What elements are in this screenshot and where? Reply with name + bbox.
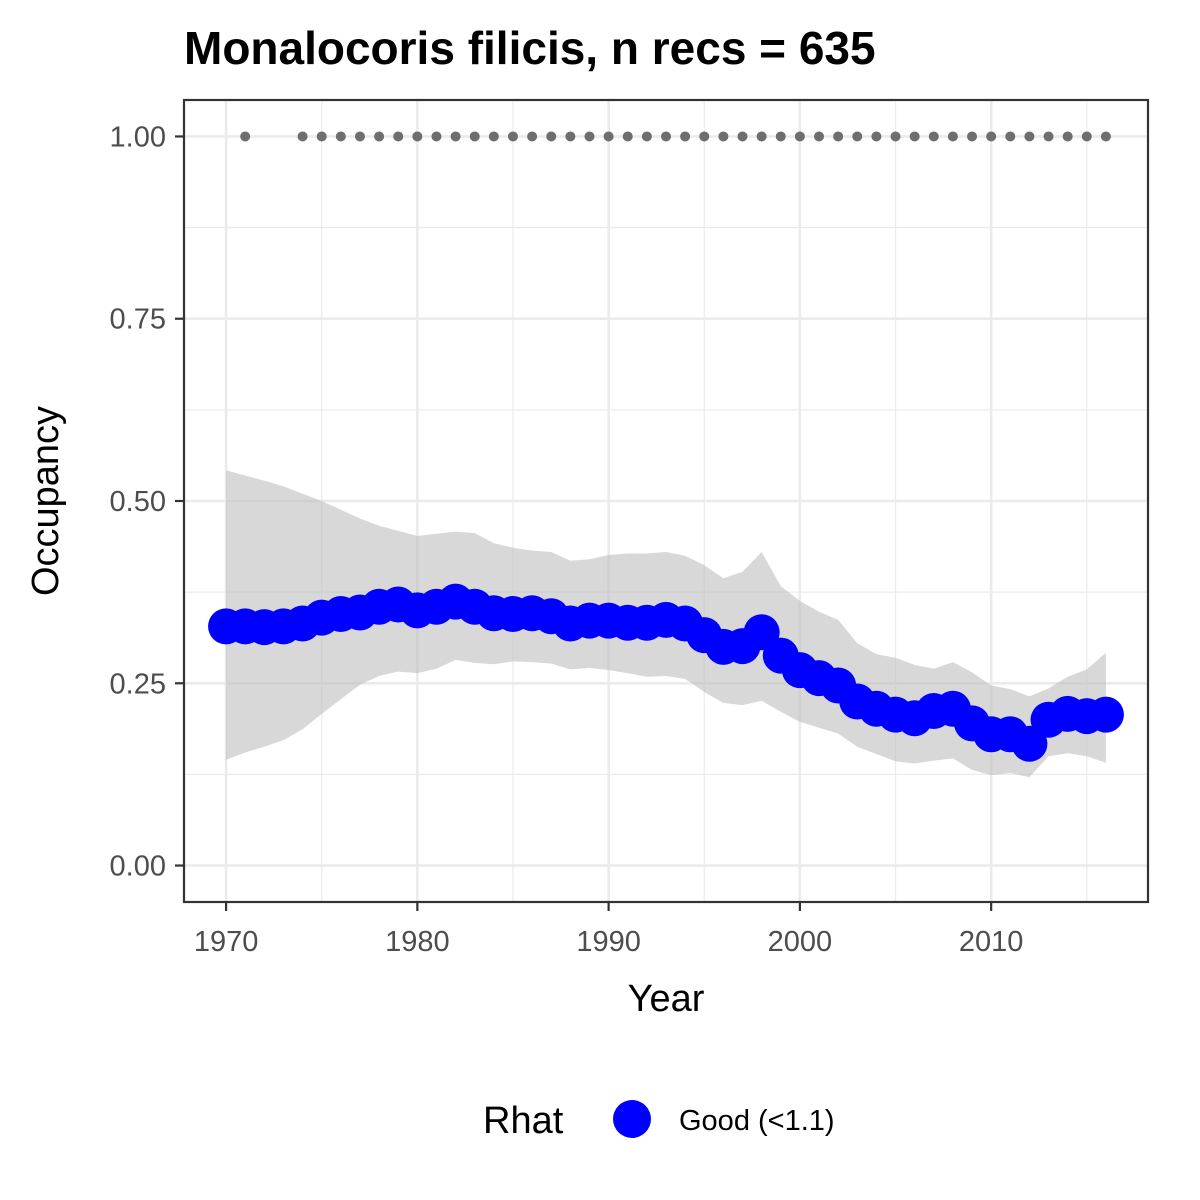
record-year-dot [909,131,920,142]
y-tick-label: 0.25 [110,668,166,700]
record-year-dot [833,131,844,142]
occupancy-point [1011,725,1048,762]
record-year-dot [775,131,786,142]
record-year-dot [335,131,346,142]
record-year-dot [546,131,557,142]
chart-title: Monalocoris filicis, n recs = 635 [184,22,876,74]
legend-title: Rhat [483,1100,564,1142]
record-year-dot [852,131,863,142]
record-year-dot [527,131,538,142]
record-year-dot [412,131,423,142]
y-axis: 0.00 0.25 0.50 0.75 1.00 [110,121,184,883]
record-year-dot [622,131,633,142]
record-year-dot [316,131,327,142]
x-tick-label: 2000 [768,926,833,958]
y-tick-label: 0.00 [110,851,166,883]
record-year-dot [565,131,576,142]
x-axis-title: Year [628,978,705,1020]
record-year-dot [393,131,404,142]
record-year-dot [718,131,729,142]
record-year-dot [1024,131,1035,142]
record-year-dot [699,131,710,142]
legend-label-good: Good (<1.1) [679,1105,835,1137]
y-tick-label: 1.00 [110,121,166,153]
occupancy-point [1087,696,1124,733]
record-year-dot [1081,131,1092,142]
record-year-dot [1100,131,1111,142]
record-year-dot [641,131,652,142]
record-year-dot [986,131,997,142]
record-year-dot [431,131,442,142]
y-tick-label: 0.75 [110,304,166,336]
x-tick-label: 1990 [576,926,641,958]
record-year-dot [680,131,691,142]
record-year-dot [814,131,825,142]
x-axis: 1970 1980 1990 2000 2010 [194,902,1024,958]
record-year-dot [756,131,767,142]
y-axis-title: Occupancy [25,406,67,596]
record-year-dot [374,131,385,142]
record-year-dot [1005,131,1016,142]
x-tick-label: 1980 [385,926,450,958]
record-year-dot [871,131,882,142]
record-year-dot [488,131,499,142]
record-year-dot [1062,131,1073,142]
y-tick-label: 0.50 [110,486,166,518]
legend-key-good [613,1100,651,1138]
record-year-dot [450,131,461,142]
record-year-dot [297,131,308,142]
record-year-dot [947,131,958,142]
record-year-dot [507,131,518,142]
record-year-dot [584,131,595,142]
record-year-dot [928,131,939,142]
record-year-dot [737,131,748,142]
legend: Rhat Good (<1.1) [483,1100,835,1142]
record-year-dot [603,131,614,142]
record-year-dot [354,131,365,142]
x-tick-label: 1970 [194,926,259,958]
record-year-dot [661,131,671,142]
record-years-layer [240,131,1111,142]
record-year-dot [890,131,901,142]
record-year-dot [967,131,978,142]
record-year-dot [1043,131,1054,142]
occupancy-points-layer [208,583,1124,762]
record-year-dot [794,131,805,142]
x-tick-label: 2010 [959,926,1024,958]
record-year-dot [469,131,480,142]
record-year-dot [240,131,251,142]
